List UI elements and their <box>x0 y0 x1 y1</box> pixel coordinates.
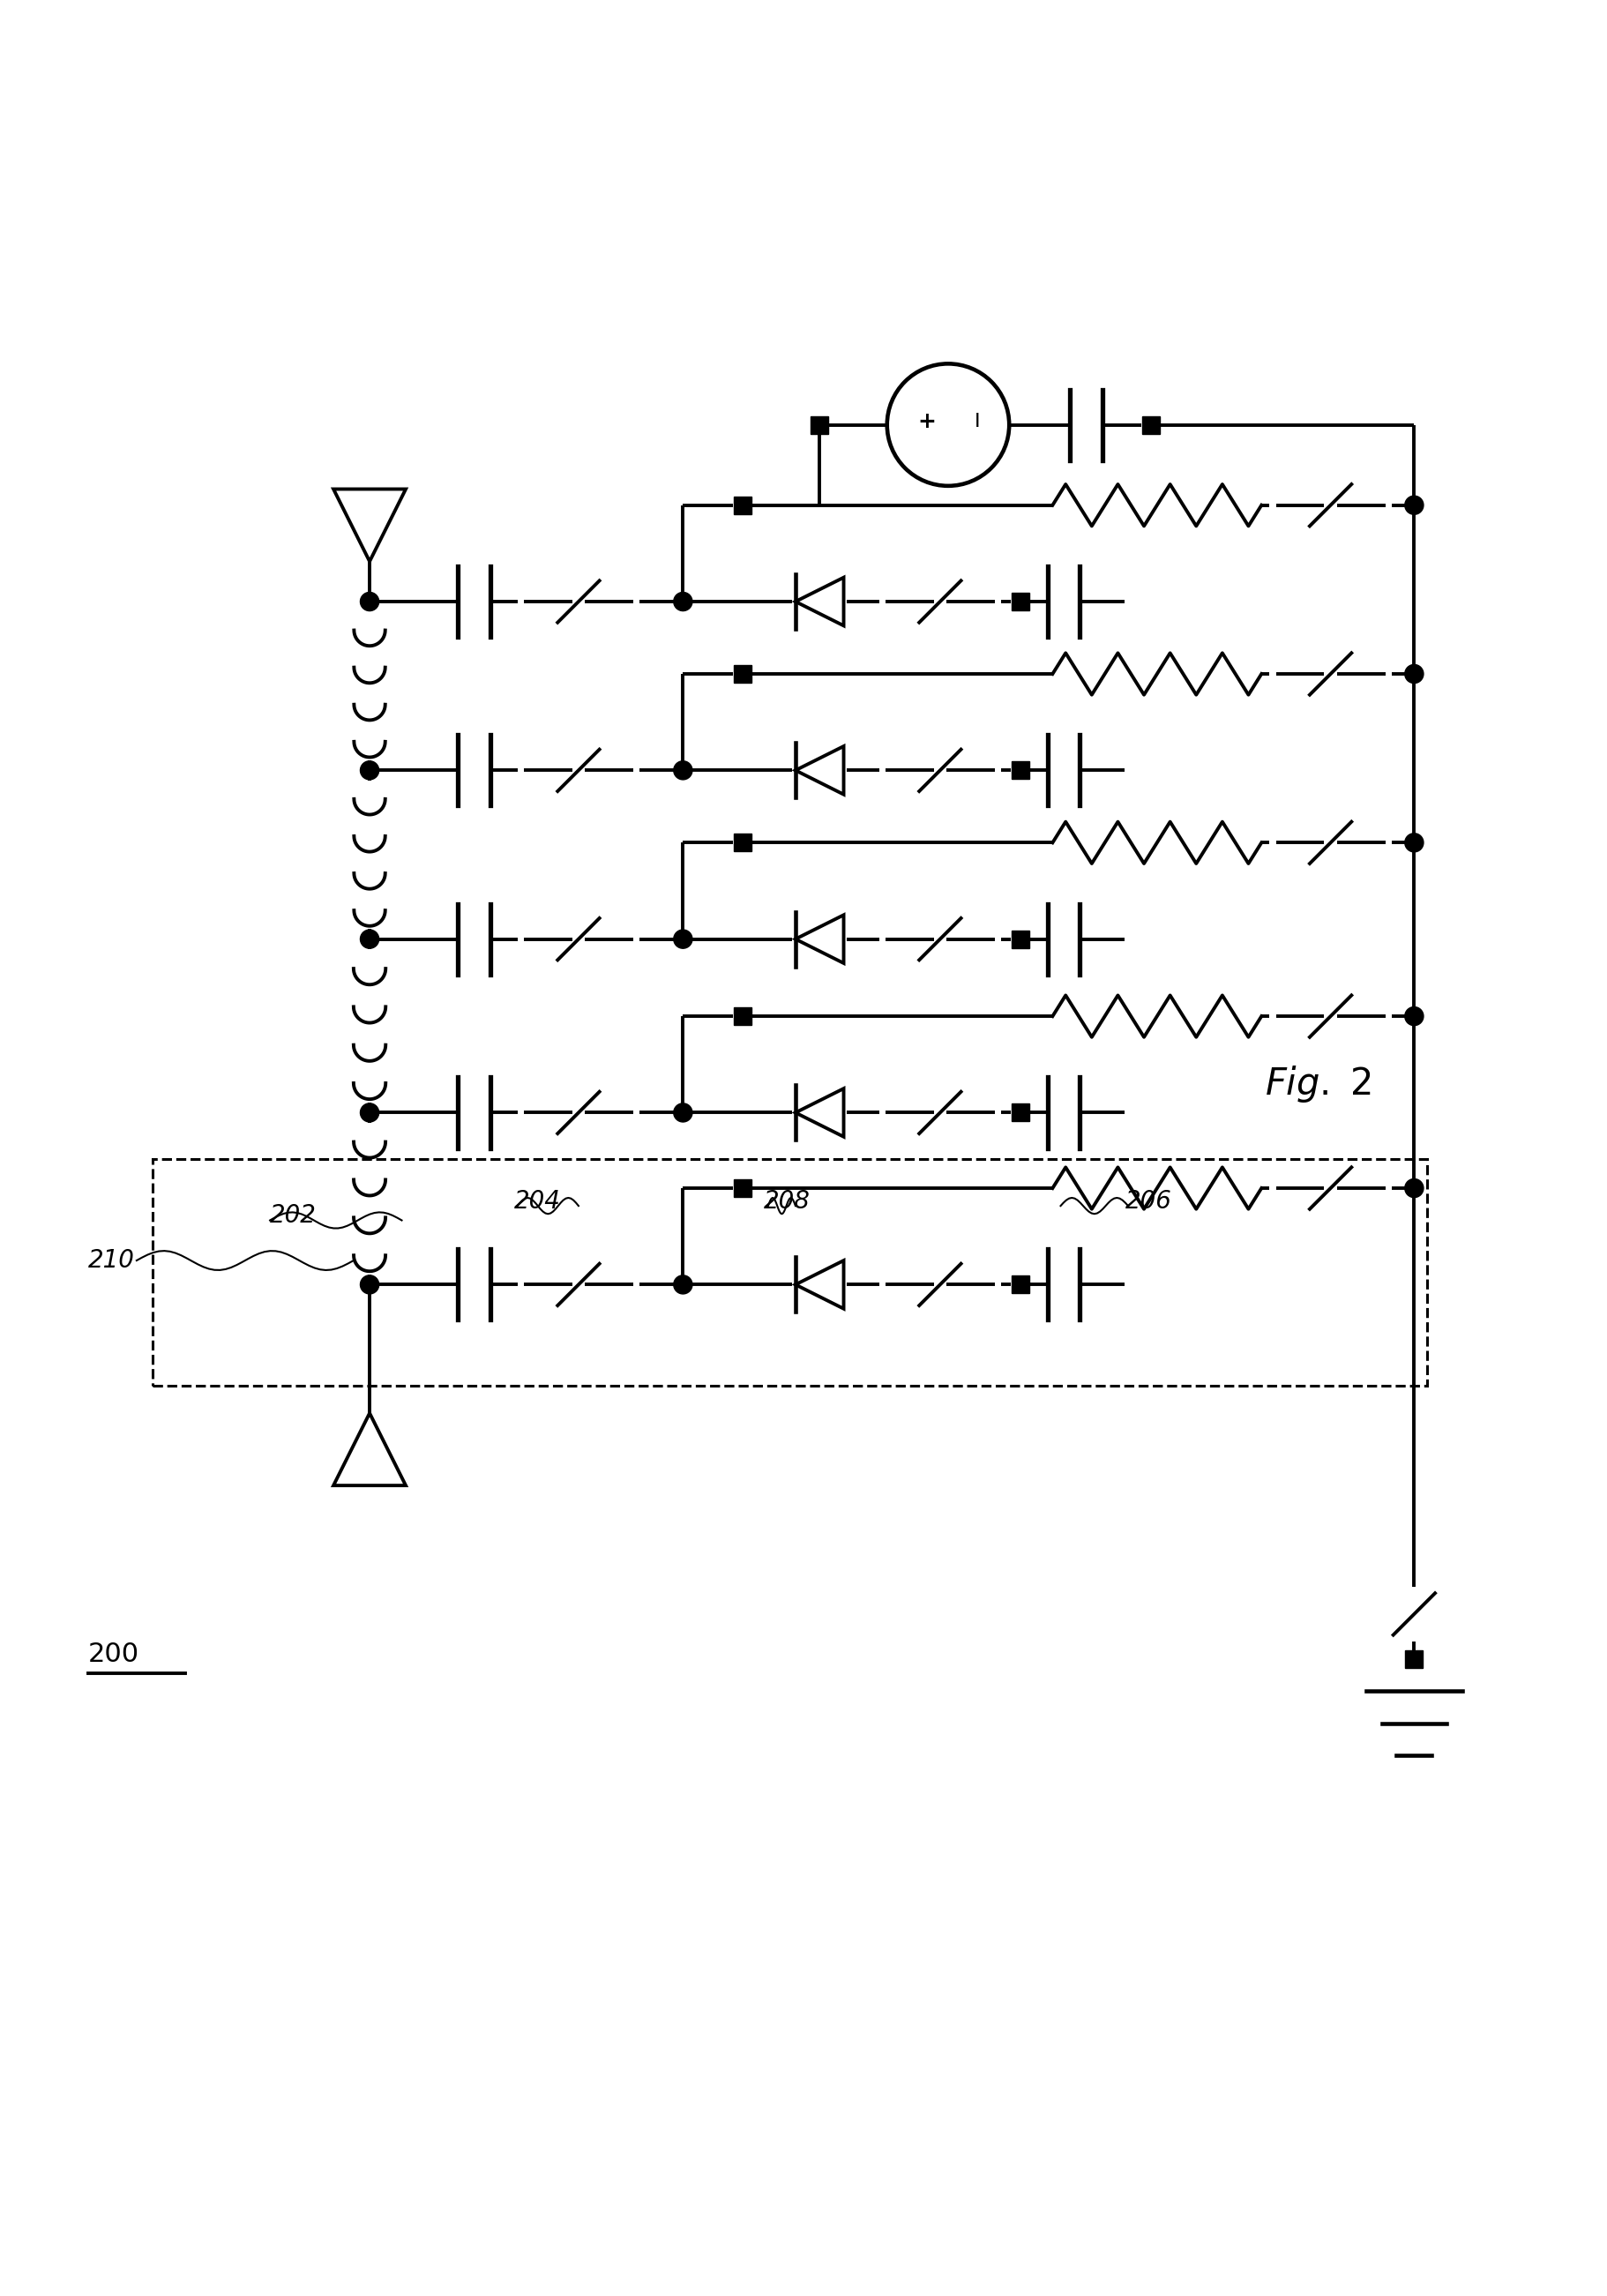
Text: 206: 206 <box>1125 1189 1172 1212</box>
Circle shape <box>673 1274 693 1295</box>
Bar <box>810 416 829 434</box>
Bar <box>734 1008 752 1024</box>
Bar <box>734 666 752 682</box>
Text: 204: 204 <box>514 1189 561 1212</box>
Circle shape <box>1405 664 1424 684</box>
Bar <box>1012 930 1030 948</box>
Bar <box>1406 1651 1424 1667</box>
Circle shape <box>673 1104 693 1123</box>
Bar <box>734 833 752 852</box>
Text: +: + <box>918 411 937 432</box>
Circle shape <box>673 760 693 781</box>
Bar <box>1143 416 1160 434</box>
Circle shape <box>360 1104 379 1123</box>
Text: 202: 202 <box>270 1203 317 1228</box>
Text: 208: 208 <box>763 1189 810 1212</box>
Circle shape <box>1405 496 1424 514</box>
Circle shape <box>1405 833 1424 852</box>
Bar <box>1012 1104 1030 1120</box>
Text: 210: 210 <box>88 1249 135 1272</box>
Bar <box>1012 1277 1030 1293</box>
Text: I: I <box>974 413 980 429</box>
Circle shape <box>360 760 379 781</box>
Bar <box>1012 592 1030 611</box>
Bar <box>734 1180 752 1196</box>
Circle shape <box>360 1274 379 1295</box>
Circle shape <box>1405 1178 1424 1199</box>
Text: $\it{Fig.}$ $\it{2}$: $\it{Fig.}$ $\it{2}$ <box>1265 1063 1371 1104</box>
Circle shape <box>673 592 693 611</box>
Text: 200: 200 <box>88 1642 140 1667</box>
Circle shape <box>673 930 693 948</box>
Circle shape <box>1405 1008 1424 1026</box>
Bar <box>1012 762 1030 778</box>
Circle shape <box>360 592 379 611</box>
Bar <box>734 496 752 514</box>
Circle shape <box>360 930 379 948</box>
